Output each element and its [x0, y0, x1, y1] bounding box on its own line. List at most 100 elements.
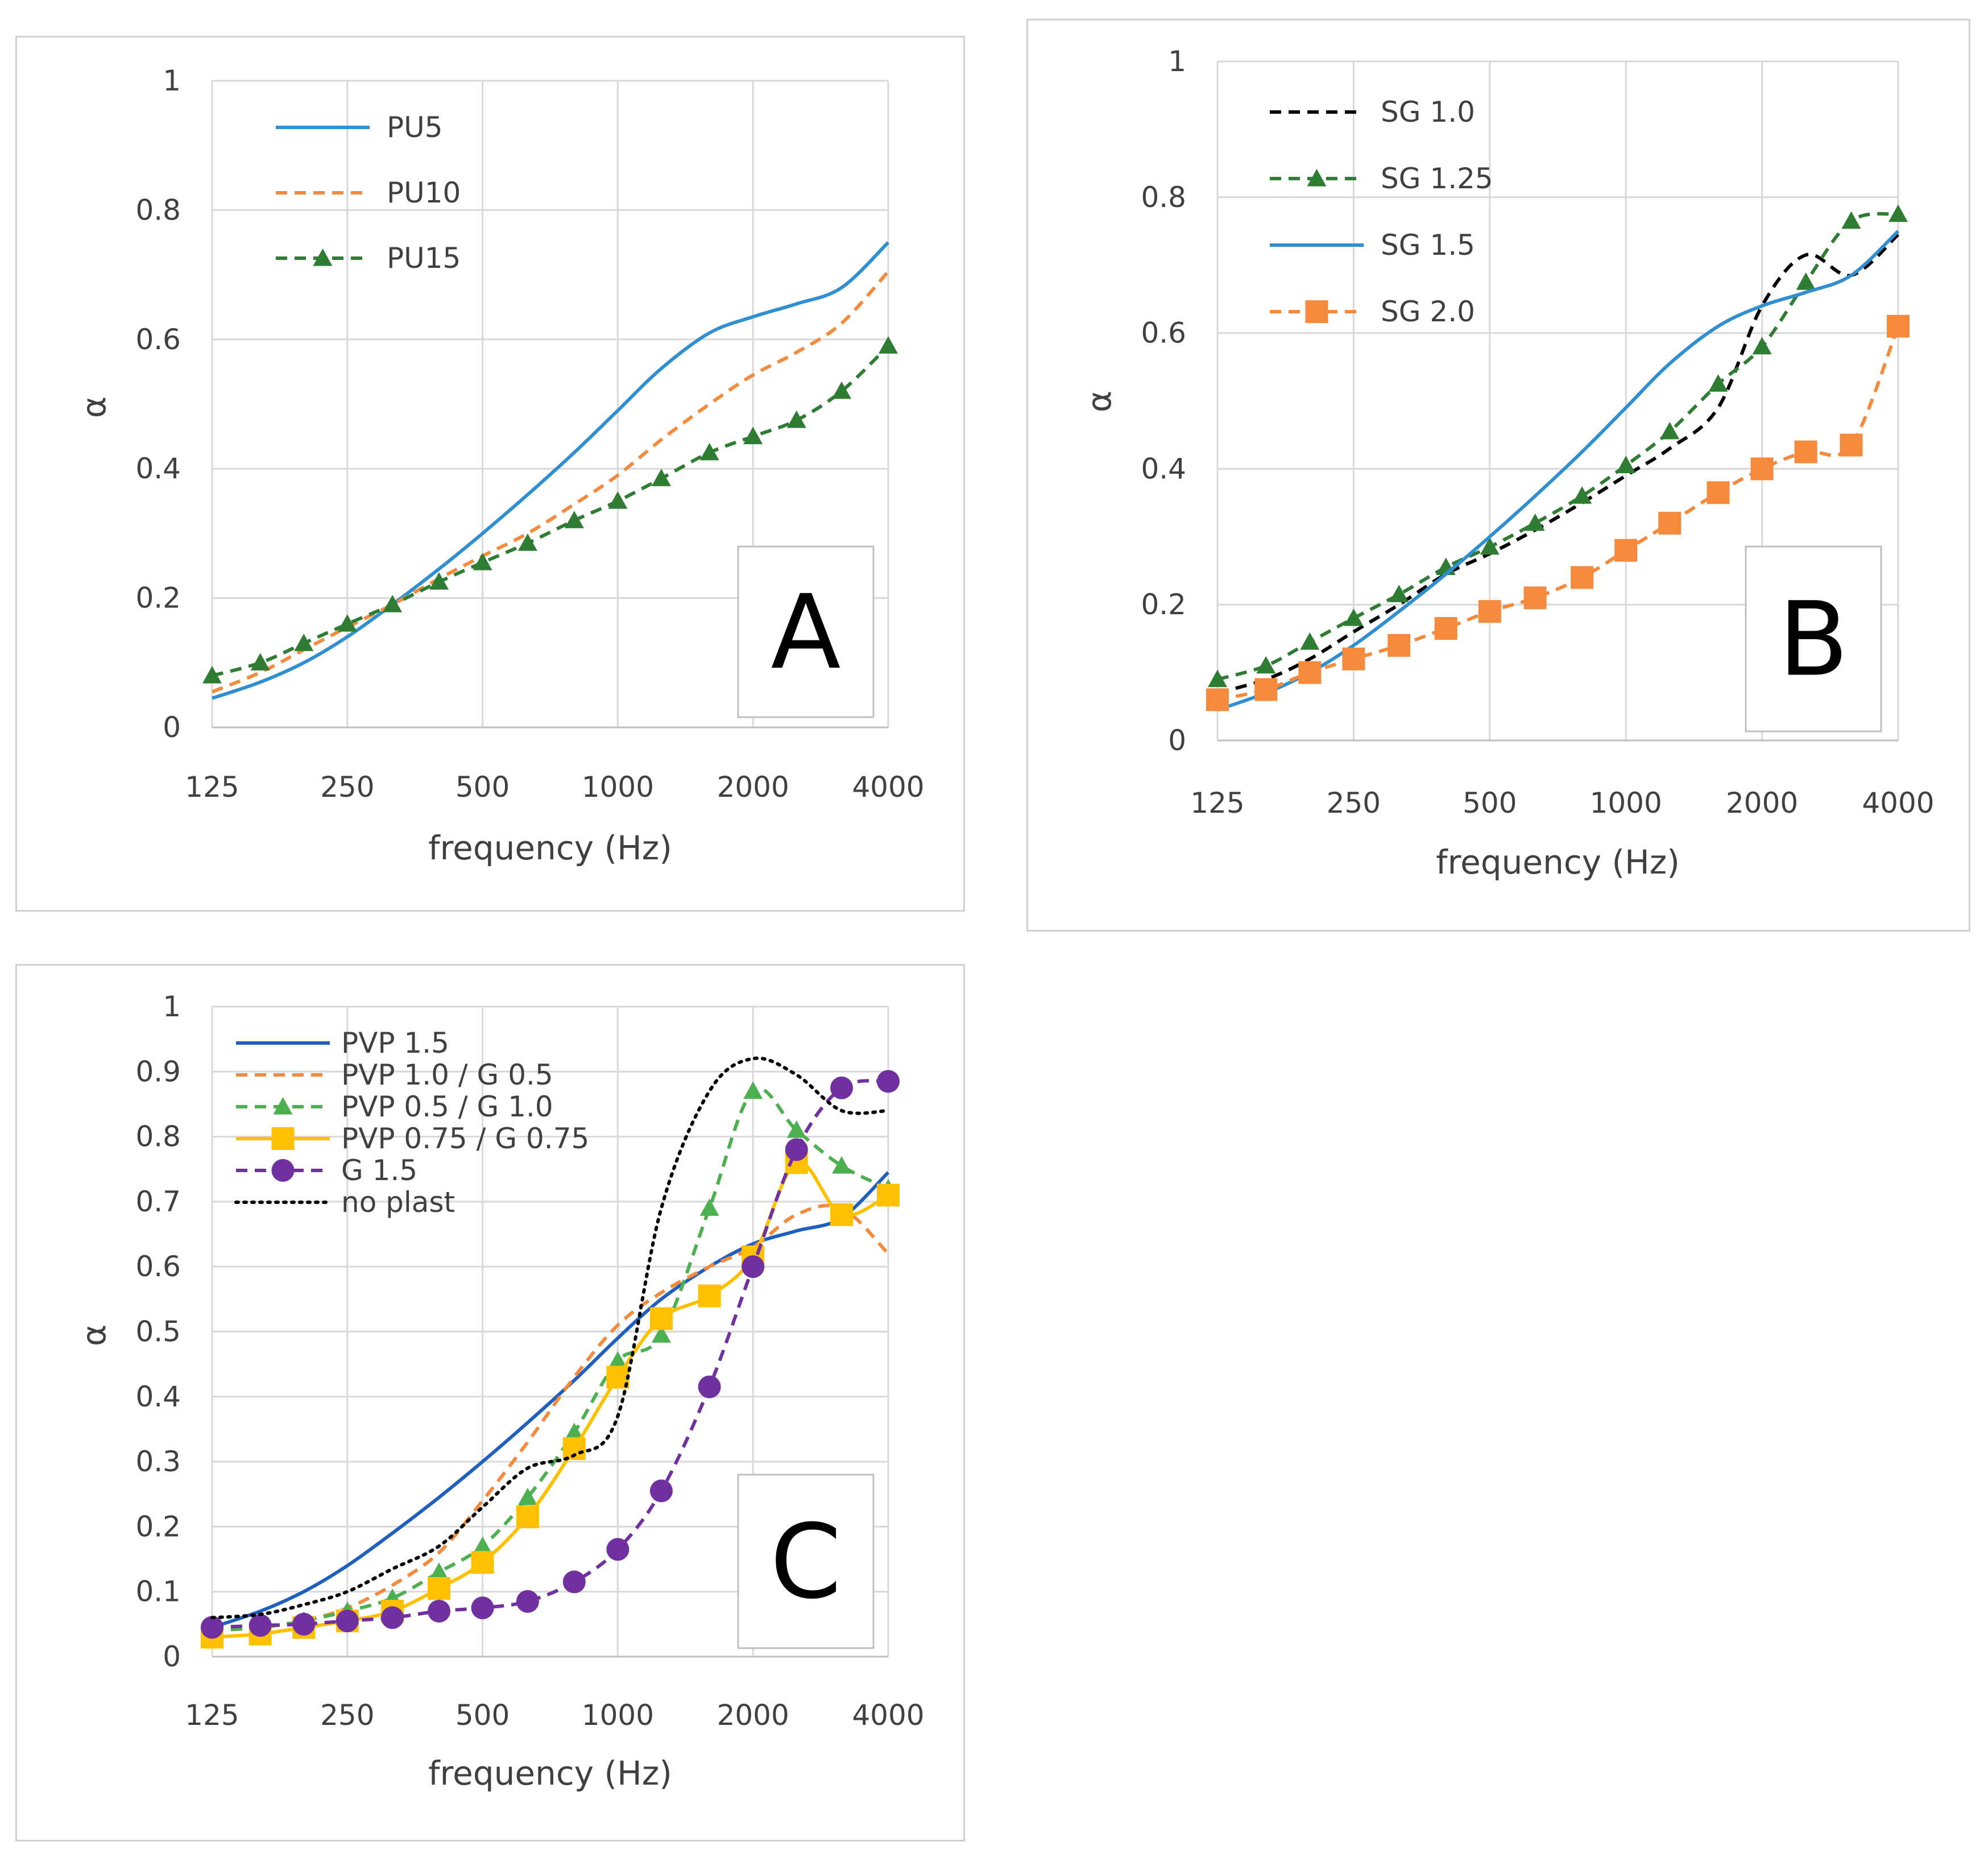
data-point [606, 1538, 629, 1561]
x-tick-label: 2000 [717, 1699, 789, 1732]
chart-panel-a: 0 0.2 0.4 0.6 0.8 1 125 250 500 1000 2000 4000 frequ… [15, 36, 965, 912]
legend-marker [271, 1159, 295, 1182]
chart-c-svg: 0 0.1 0.2 0.3 0.4 0.5 0.6 0.7 0.8 0.9 1 125 250 500 10… [74, 990, 925, 1793]
data-point [1614, 539, 1638, 562]
y-tick-label: 0.4 [135, 1380, 181, 1413]
data-point [1887, 314, 1910, 338]
legend-label: SG 2.0 [1381, 295, 1475, 328]
panel-letter-box [737, 545, 875, 718]
series-line [212, 1171, 890, 1629]
y-tick-label: 0.1 [135, 1575, 181, 1608]
y-tick-label: 0.4 [1141, 452, 1186, 485]
data-point [473, 1536, 492, 1554]
y-tick-label: 0.5 [135, 1315, 181, 1348]
data-point [1750, 457, 1774, 481]
x-tick-label: 500 [1463, 787, 1517, 820]
data-point [336, 1609, 359, 1633]
data-point [1300, 632, 1320, 650]
data-point [743, 427, 763, 444]
series-line [1217, 230, 1900, 712]
data-point [608, 491, 628, 509]
data-point [785, 1138, 808, 1161]
series-line [212, 1203, 890, 1633]
x-tick-label: 1000 [1590, 787, 1662, 820]
legend-label: PU15 [387, 242, 461, 275]
y-tick-label: 0.2 [135, 582, 181, 615]
y-tick-label: 0.8 [1141, 181, 1186, 214]
data-point [786, 410, 806, 428]
data-point [1478, 600, 1501, 623]
data-point [1254, 678, 1278, 701]
series-line [212, 345, 890, 677]
data-point [698, 1375, 721, 1398]
x-tick-label: 250 [320, 771, 374, 804]
y-tick-label: 1 [163, 64, 181, 97]
data-point [1616, 456, 1636, 474]
series-line [211, 270, 890, 694]
data-point [649, 1479, 673, 1503]
x-tick-label: 500 [455, 771, 510, 804]
data-point [1708, 374, 1728, 392]
x-tick-label: 1000 [582, 771, 654, 804]
series-pu5 [212, 241, 890, 700]
data-point [879, 336, 898, 354]
data-point [516, 1505, 539, 1529]
data-point [292, 1612, 316, 1636]
data-point [786, 1120, 806, 1138]
data-point [1388, 634, 1411, 657]
x-axis-title: frequency (Hz) [428, 1754, 672, 1793]
x-tick-label: 125 [185, 771, 239, 804]
data-point [1342, 647, 1365, 671]
x-tick-label: 500 [455, 1699, 510, 1732]
legend-marker [313, 249, 333, 266]
chart-panel-c: 0 0.1 0.2 0.3 0.4 0.5 0.6 0.7 0.8 0.9 1 125 250 500 10… [15, 964, 965, 1841]
data-point [651, 1325, 671, 1343]
series-line [212, 241, 890, 700]
legend-label: PVP 0.75 / G 0.75 [341, 1122, 589, 1155]
data-point [1841, 211, 1861, 229]
legend-label: PU5 [387, 111, 443, 144]
legend-label: SG 1.25 [1381, 162, 1493, 195]
data-point [1434, 616, 1457, 640]
y-tick-label: 0.8 [135, 193, 181, 226]
data-point [381, 1606, 404, 1629]
x-axis-title: frequency (Hz) [428, 829, 672, 867]
data-point [1840, 433, 1863, 457]
legend: PU5 PU10 PU15 [276, 111, 461, 275]
x-tick-label: 250 [1327, 787, 1381, 820]
data-point [517, 533, 537, 551]
data-point [1794, 440, 1817, 464]
data-point [294, 634, 314, 651]
data-point [517, 1487, 537, 1505]
series-sg-1-25 [1208, 204, 1908, 688]
data-point [428, 1599, 451, 1623]
data-point [201, 1616, 223, 1639]
data-point [832, 381, 852, 399]
legend-label: PVP 0.5 / G 1.0 [341, 1090, 553, 1123]
chart-panel-b: 0 0.2 0.4 0.6 0.8 1 125 250 500 1000 2000 4000 frequ… [1026, 19, 1970, 932]
data-point [383, 594, 403, 613]
data-point [471, 1551, 494, 1574]
data-point [877, 1070, 900, 1093]
data-point [564, 511, 584, 528]
legend-marker [271, 1127, 295, 1150]
data-point [1752, 337, 1772, 355]
data-point [429, 1562, 449, 1580]
y-axis-title: α [1080, 391, 1119, 412]
y-tick-label: 0.3 [135, 1445, 181, 1478]
y-tick-label: 0 [1168, 724, 1186, 757]
data-point [248, 1614, 272, 1637]
data-point [698, 1284, 721, 1307]
data-point [202, 666, 222, 684]
legend: SG 1.0 SG 1.25 SG 1.5 SG 2.0 [1270, 96, 1493, 328]
x-tick-label: 4000 [852, 1699, 924, 1732]
data-point [1206, 688, 1229, 711]
data-point [250, 653, 270, 671]
data-point [1572, 486, 1592, 504]
y-axis-title: α [74, 1325, 113, 1346]
legend-label: PU10 [387, 176, 461, 209]
y-tick-label: 0.4 [135, 452, 181, 485]
legend-label: PVP 1.0 / G 0.5 [341, 1058, 553, 1091]
series-line [1217, 212, 1899, 681]
data-point [877, 1183, 900, 1207]
